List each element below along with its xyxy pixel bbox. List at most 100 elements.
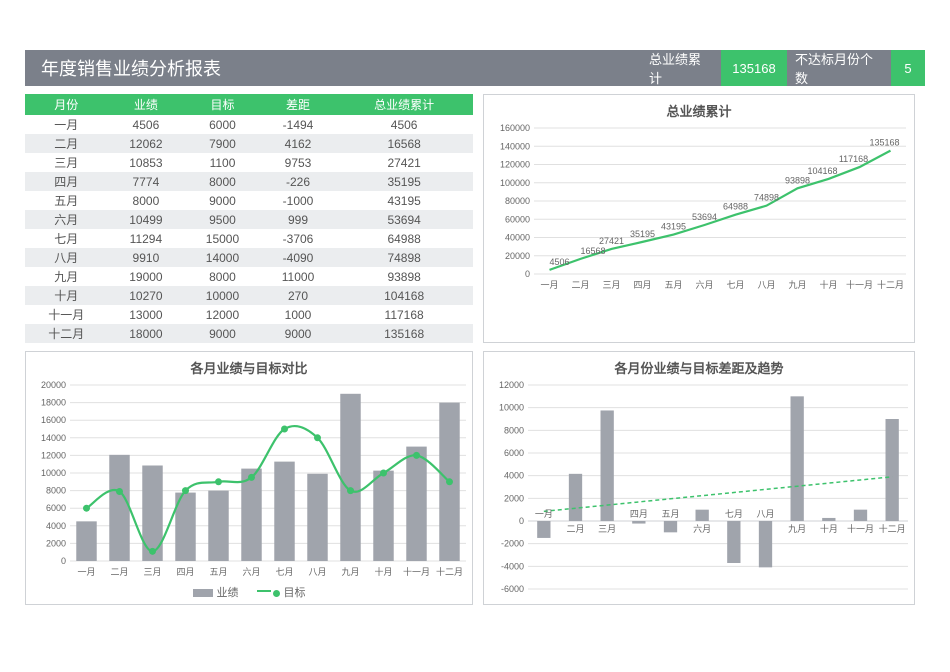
svg-text:4000: 4000 bbox=[46, 521, 66, 531]
svg-text:74898: 74898 bbox=[754, 193, 779, 203]
table-cell: 9000 bbox=[184, 191, 261, 210]
table-cell: 74898 bbox=[335, 248, 473, 267]
table-cell: 三月 bbox=[25, 153, 108, 172]
table-row: 一月45066000-14944506 bbox=[25, 115, 473, 134]
svg-text:160000: 160000 bbox=[500, 123, 530, 133]
table-cell: 10499 bbox=[108, 210, 185, 229]
svg-text:135168: 135168 bbox=[869, 138, 899, 148]
svg-text:53694: 53694 bbox=[692, 212, 717, 222]
svg-text:五月: 五月 bbox=[664, 280, 682, 290]
table-cell: 27421 bbox=[335, 153, 473, 172]
table-cell: 11294 bbox=[108, 229, 185, 248]
svg-text:64988: 64988 bbox=[723, 202, 748, 212]
svg-text:三月: 三月 bbox=[598, 524, 616, 534]
svg-text:80000: 80000 bbox=[505, 196, 530, 206]
chart-cumulative: 总业绩累计 0200004000060000800001000001200001… bbox=[483, 94, 915, 343]
svg-text:十一月: 十一月 bbox=[403, 566, 430, 577]
table-cell: 104168 bbox=[335, 286, 473, 305]
table-cell: -226 bbox=[261, 172, 336, 191]
kpi-total-value: 135168 bbox=[721, 50, 787, 86]
table-cell: 4162 bbox=[261, 134, 336, 153]
chart-gap-title: 各月份业绩与目标差距及趋势 bbox=[484, 358, 914, 377]
table-cell: 四月 bbox=[25, 172, 108, 191]
table-cell: 10853 bbox=[108, 153, 185, 172]
table-cell: 9500 bbox=[184, 210, 261, 229]
table-cell: 12000 bbox=[184, 305, 261, 324]
table-cell: 8000 bbox=[108, 191, 185, 210]
chart-gap: 各月份业绩与目标差距及趋势 -6000-4000-200002000400060… bbox=[483, 351, 915, 605]
table-row: 十月1027010000270104168 bbox=[25, 286, 473, 305]
table-row: 五月80009000-100043195 bbox=[25, 191, 473, 210]
table-cell: 9000 bbox=[184, 324, 261, 343]
table-cell: 7774 bbox=[108, 172, 185, 191]
svg-text:6000: 6000 bbox=[504, 448, 524, 458]
svg-text:九月: 九月 bbox=[788, 280, 806, 290]
svg-text:二月: 二月 bbox=[110, 567, 128, 577]
table-cell: 10270 bbox=[108, 286, 185, 305]
svg-text:12000: 12000 bbox=[41, 450, 66, 460]
table-cell: 117168 bbox=[335, 305, 473, 324]
chart-bar-legend: 业绩 目标 bbox=[26, 584, 472, 604]
chart-cumulative-title: 总业绩累计 bbox=[484, 101, 914, 120]
svg-text:一月: 一月 bbox=[540, 280, 558, 290]
table-cell: 35195 bbox=[335, 172, 473, 191]
svg-text:一月: 一月 bbox=[535, 509, 553, 519]
svg-text:六月: 六月 bbox=[695, 279, 713, 290]
table-cell: -1494 bbox=[261, 115, 336, 134]
svg-text:八月: 八月 bbox=[308, 567, 326, 577]
svg-text:十二月: 十二月 bbox=[436, 566, 463, 577]
kpi-fail: 不达标月份个数 5 bbox=[787, 50, 925, 86]
table-cell: -4090 bbox=[261, 248, 336, 267]
svg-text:五月: 五月 bbox=[661, 509, 679, 519]
table-cell: 11000 bbox=[261, 267, 336, 286]
data-table: 月份业绩目标差距总业绩累计 一月45066000-14944506二月12062… bbox=[25, 94, 473, 343]
svg-text:六月: 六月 bbox=[242, 566, 260, 577]
svg-text:八月: 八月 bbox=[756, 509, 774, 519]
svg-text:四月: 四月 bbox=[176, 567, 194, 577]
svg-text:十二月: 十二月 bbox=[879, 523, 906, 534]
svg-text:-2000: -2000 bbox=[501, 539, 524, 549]
svg-text:18000: 18000 bbox=[41, 398, 66, 408]
table-cell: 19000 bbox=[108, 267, 185, 286]
table-row: 十一月13000120001000117168 bbox=[25, 305, 473, 324]
svg-text:117168: 117168 bbox=[839, 154, 868, 164]
svg-text:35195: 35195 bbox=[630, 229, 655, 239]
table-cell: 五月 bbox=[25, 191, 108, 210]
table-cell: 7900 bbox=[184, 134, 261, 153]
svg-text:20000: 20000 bbox=[41, 380, 66, 390]
table-cell: 9910 bbox=[108, 248, 185, 267]
svg-text:27421: 27421 bbox=[599, 236, 624, 246]
svg-text:十一月: 十一月 bbox=[847, 523, 874, 534]
table-cell: 43195 bbox=[335, 191, 473, 210]
svg-text:93898: 93898 bbox=[785, 175, 810, 185]
svg-text:100000: 100000 bbox=[500, 178, 530, 188]
table-cell: 93898 bbox=[335, 267, 473, 286]
svg-text:二月: 二月 bbox=[566, 524, 584, 534]
table-cell: 53694 bbox=[335, 210, 473, 229]
svg-text:2000: 2000 bbox=[46, 538, 66, 548]
page-title: 年度销售业绩分析报表 bbox=[25, 50, 641, 86]
svg-text:十月: 十月 bbox=[819, 279, 837, 290]
svg-text:10000: 10000 bbox=[499, 403, 524, 413]
table-cell: 6000 bbox=[184, 115, 261, 134]
table-row: 十二月1800090009000135168 bbox=[25, 324, 473, 343]
table-cell: 999 bbox=[261, 210, 336, 229]
svg-text:40000: 40000 bbox=[505, 233, 530, 243]
table-cell: 10000 bbox=[184, 286, 261, 305]
table-cell: 12062 bbox=[108, 134, 185, 153]
table-cell: 七月 bbox=[25, 229, 108, 248]
table-row: 三月108531100975327421 bbox=[25, 153, 473, 172]
table-cell: 六月 bbox=[25, 210, 108, 229]
table-header: 目标 bbox=[184, 94, 261, 115]
svg-text:六月: 六月 bbox=[693, 523, 711, 534]
table-cell: 135168 bbox=[335, 324, 473, 343]
table-cell: 15000 bbox=[184, 229, 261, 248]
svg-text:三月: 三月 bbox=[143, 567, 161, 577]
svg-text:0: 0 bbox=[525, 269, 530, 279]
svg-text:四月: 四月 bbox=[630, 509, 648, 519]
table-cell: 4506 bbox=[335, 115, 473, 134]
table-cell: 9753 bbox=[261, 153, 336, 172]
svg-text:七月: 七月 bbox=[725, 509, 743, 519]
svg-text:七月: 七月 bbox=[726, 280, 744, 290]
chart-bar-line: 各月业绩与目标对比 020004000600080001000012000140… bbox=[25, 351, 473, 605]
